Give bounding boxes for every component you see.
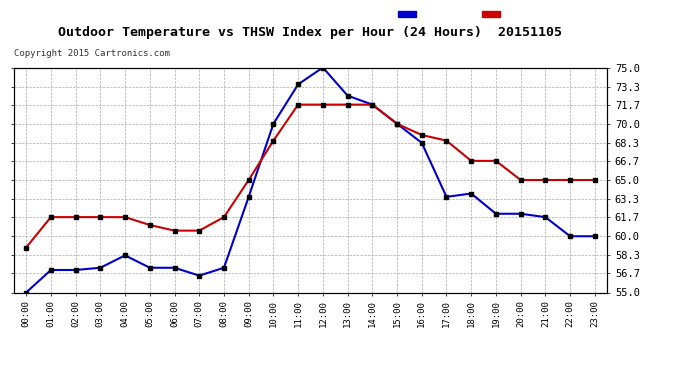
Legend: THSW  (°F), Temperature  (°F): THSW (°F), Temperature (°F): [398, 9, 602, 20]
Text: Copyright 2015 Cartronics.com: Copyright 2015 Cartronics.com: [14, 49, 170, 58]
Text: Outdoor Temperature vs THSW Index per Hour (24 Hours)  20151105: Outdoor Temperature vs THSW Index per Ho…: [59, 26, 562, 39]
